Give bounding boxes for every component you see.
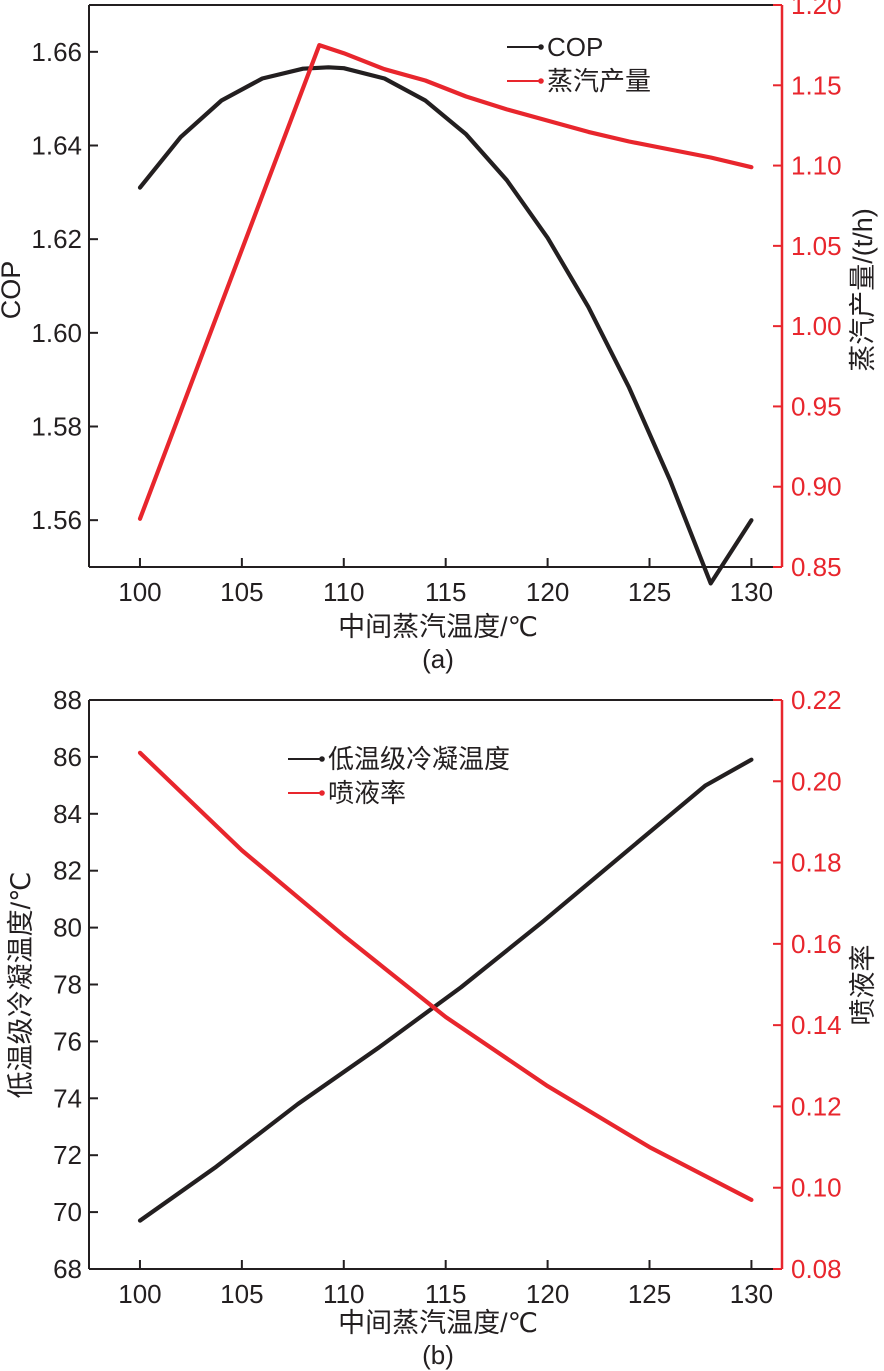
y-tick-label-right: 0.90	[791, 472, 842, 502]
y-tick-label-right: 1.15	[791, 70, 842, 100]
y-tick-label-left: 1.58	[31, 412, 82, 442]
y-tick-label-right: 1.20	[791, 0, 842, 20]
panel-label: (b)	[422, 1340, 454, 1370]
y-tick-label-right: 0.22	[791, 685, 842, 715]
x-tick-label: 110	[323, 577, 364, 607]
x-tick-label: 120	[526, 1279, 569, 1309]
y-tick-label-left: 74	[53, 1083, 82, 1113]
chart-panel-b: 中间蒸汽温度/℃ (b) 低温级冷凝温度/℃ 喷液率 100 105 110 115 1…	[6, 685, 878, 1370]
legend-marker	[319, 756, 325, 762]
y-tick-label-right: 1.00	[791, 311, 842, 341]
y-tick-label-left: 82	[53, 856, 82, 886]
y-tick-label-right: 0.08	[791, 1254, 842, 1284]
y-tick-label-right: 0.20	[791, 766, 842, 796]
x-axis-label: 中间蒸汽温度/℃	[338, 1308, 538, 1338]
y-tick-label-left: 68	[53, 1254, 82, 1284]
x-tick-label: 105	[220, 1279, 263, 1309]
x-tick-label: 115	[425, 577, 466, 607]
legend-label: 喷液率	[328, 778, 406, 808]
legend-label: 蒸汽产量	[547, 66, 651, 96]
y-tick-label-left: 80	[53, 913, 82, 943]
x-tick-label: 130	[730, 1279, 773, 1309]
y-tick-label-left: 78	[53, 970, 82, 1000]
legend-marker	[538, 44, 544, 50]
x-tick-label: 120	[526, 577, 569, 607]
y-tick-label-left: 86	[53, 742, 82, 772]
series-line-right	[137, 750, 754, 1203]
x-tick-label: 105	[220, 577, 263, 607]
series-line-left	[137, 65, 754, 586]
x-tick-label: 130	[730, 577, 773, 607]
y-axis-label-left: 低温级冷凝温度/℃	[6, 872, 36, 1099]
legend-marker	[538, 78, 544, 84]
x-tick-label: 110	[323, 1279, 364, 1309]
y-tick-label-left: 1.56	[31, 505, 82, 535]
y-tick-label-left: 1.66	[31, 37, 82, 67]
x-tick-label: 100	[118, 577, 161, 607]
x-tick-label: 115	[425, 1279, 466, 1309]
x-tick-label: 125	[628, 577, 671, 607]
y-axis-label-left: COP	[0, 261, 26, 320]
y-axis-label-right: 喷液率	[848, 945, 878, 1026]
y-tick-label-right: 0.16	[791, 929, 842, 959]
series-line-right	[137, 42, 754, 521]
y-tick-label-right: 1.05	[791, 231, 842, 261]
x-axis-label: 中间蒸汽温度/℃	[338, 612, 538, 642]
y-tick-label-right: 0.85	[791, 552, 842, 582]
legend-label: COP	[547, 32, 603, 62]
legend-marker	[319, 790, 325, 796]
series-line-left	[137, 757, 754, 1223]
y-tick-label-right: 0.12	[791, 1091, 842, 1121]
y-tick-label-left: 88	[53, 685, 82, 715]
y-axis-label-right: 蒸汽产量/(t/h)	[848, 208, 878, 372]
y-tick-label-right: 0.10	[791, 1173, 842, 1203]
y-tick-label-left: 1.64	[31, 131, 82, 161]
legend-label: 低温级冷凝温度	[328, 744, 510, 774]
x-tick-label: 100	[118, 1279, 161, 1309]
y-tick-label-left: 70	[53, 1197, 82, 1227]
y-tick-label-left: 84	[53, 799, 82, 829]
y-tick-label-left: 72	[53, 1140, 82, 1170]
y-tick-label-right: 0.95	[791, 391, 842, 421]
x-tick-label: 125	[628, 1279, 671, 1309]
chart-panel-a: 中间蒸汽温度/℃ (a) COP 蒸汽产量/(t/h) 100 105 110 115…	[0, 0, 878, 674]
y-tick-label-left: 1.60	[31, 318, 82, 348]
y-tick-label-right: 0.14	[791, 1010, 842, 1040]
y-tick-label-right: 1.10	[791, 151, 842, 181]
panel-label: (a)	[422, 644, 454, 674]
y-tick-label-right: 0.18	[791, 848, 842, 878]
y-tick-label-left: 1.62	[31, 224, 82, 254]
y-tick-label-left: 76	[53, 1026, 82, 1056]
